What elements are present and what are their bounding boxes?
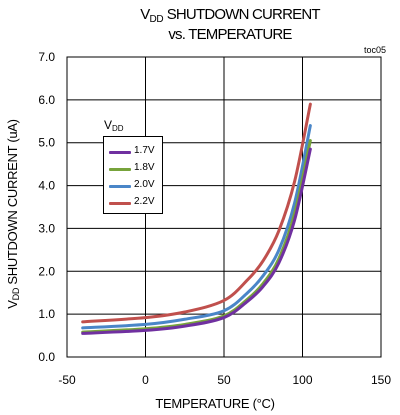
y-tick-label: 6.0 bbox=[38, 93, 55, 107]
y-tick-label: 4.0 bbox=[38, 179, 55, 193]
legend-swatch bbox=[109, 185, 131, 188]
legend-box: 1.7V 1.8V 2.0V 2.2V bbox=[103, 136, 163, 214]
y-tick-label: 2.0 bbox=[38, 264, 55, 278]
legend-swatch bbox=[109, 168, 131, 171]
x-tick-label: 150 bbox=[371, 373, 391, 387]
legend-swatch bbox=[109, 151, 131, 154]
x-tick-label: 100 bbox=[292, 373, 312, 387]
y-tick-label: 3.0 bbox=[38, 221, 55, 235]
legend-item: 2.2V bbox=[109, 195, 161, 211]
legend-item: 1.7V bbox=[109, 144, 161, 160]
legend-item: 2.0V bbox=[109, 178, 161, 194]
legend-swatch bbox=[109, 202, 131, 205]
x-tick-label: 0 bbox=[142, 373, 149, 387]
y-tick-label: 1.0 bbox=[38, 307, 55, 321]
y-axis-label: VDD SHUTDOWN CURRENT (uA) bbox=[6, 64, 23, 364]
tick-labels: -50 0 50 100 150 0.0 1.0 2.0 3.0 4.0 5.0 6.0 7.0 bbox=[38, 50, 391, 387]
legend-label: 2.0V bbox=[134, 179, 155, 190]
y-tick-label: 0.0 bbox=[38, 350, 55, 364]
legend-item: 1.8V bbox=[109, 161, 161, 177]
y-tick-label: 5.0 bbox=[38, 136, 55, 150]
legend-label: 2.2V bbox=[134, 196, 155, 207]
legend-title: VDD bbox=[104, 118, 124, 133]
x-tick-label: 50 bbox=[217, 373, 231, 387]
x-tick-label: -50 bbox=[58, 373, 76, 387]
x-axis-label: TEMPERATURE (°C) bbox=[0, 396, 400, 411]
y-tick-label: 7.0 bbox=[38, 50, 55, 64]
legend-label: 1.7V bbox=[134, 145, 155, 156]
legend-label: 1.8V bbox=[134, 162, 155, 173]
